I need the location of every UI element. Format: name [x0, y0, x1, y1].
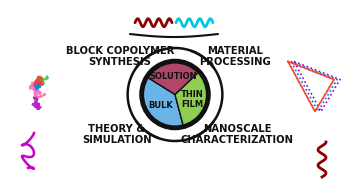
Wedge shape	[147, 61, 199, 94]
Text: NANOSCALE
CHARACTERIZATION: NANOSCALE CHARACTERIZATION	[181, 124, 294, 145]
Wedge shape	[175, 71, 208, 127]
Text: BULK: BULK	[148, 101, 173, 110]
Text: THIN
FILM: THIN FILM	[181, 90, 204, 109]
Text: SOLUTION: SOLUTION	[149, 72, 197, 81]
Text: BLOCK COPOLYMER
SYNTHESIS: BLOCK COPOLYMER SYNTHESIS	[66, 46, 174, 67]
Wedge shape	[142, 77, 183, 128]
Text: THEORY &
SIMULATION: THEORY & SIMULATION	[82, 124, 152, 145]
Text: MATERIAL
PROCESSING: MATERIAL PROCESSING	[199, 46, 271, 67]
